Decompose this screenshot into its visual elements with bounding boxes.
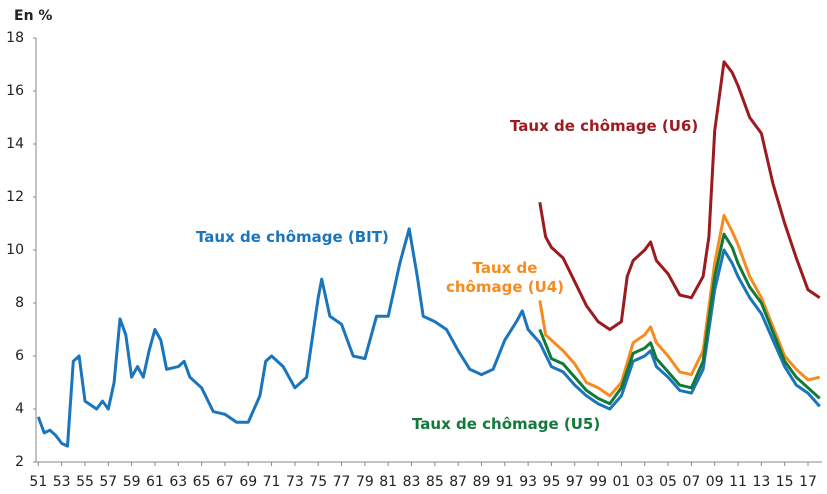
- y-tick-label: 8: [15, 295, 24, 311]
- y-tick-label: 10: [6, 242, 24, 258]
- y-tick-label: 2: [15, 454, 24, 470]
- y-tick-label: 18: [6, 30, 24, 46]
- x-tick-label: 53: [53, 474, 71, 490]
- x-tick-label: 67: [216, 474, 234, 490]
- x-tick-label: 87: [449, 474, 467, 490]
- y-tick-label: 12: [6, 189, 24, 205]
- x-tick-label: 79: [356, 474, 374, 490]
- x-tick-label: 51: [29, 474, 47, 490]
- x-tick-label: 99: [589, 474, 607, 490]
- x-tick-label: 03: [636, 474, 654, 490]
- y-tick-label: 16: [6, 83, 24, 99]
- x-tick-label: 85: [426, 474, 444, 490]
- x-tick-label: 61: [146, 474, 164, 490]
- series-label: Taux de chômage (U5): [412, 415, 601, 433]
- x-tick-label: 71: [263, 474, 281, 490]
- x-tick-label: 13: [752, 474, 770, 490]
- x-tick-label: 95: [543, 474, 561, 490]
- x-tick-label: 15: [776, 474, 794, 490]
- x-tick-label: 55: [76, 474, 94, 490]
- y-tick-label: 4: [15, 401, 24, 417]
- x-tick-label: 09: [706, 474, 724, 490]
- x-tick-label: 89: [473, 474, 491, 490]
- x-tick-label: 75: [309, 474, 327, 490]
- x-tick-label: 93: [519, 474, 537, 490]
- x-tick-label: 63: [169, 474, 187, 490]
- y-axis-label: En %: [14, 8, 52, 24]
- x-tick-label: 57: [99, 474, 117, 490]
- series-label: Taux de chômage (BIT): [196, 228, 389, 246]
- x-tick-label: 81: [379, 474, 397, 490]
- x-tick-label: 07: [682, 474, 700, 490]
- x-tick-label: 77: [333, 474, 351, 490]
- series-line: [538, 214, 821, 398]
- x-tick-label: 97: [566, 474, 584, 490]
- x-tick-label: 59: [123, 474, 141, 490]
- x-tick-label: 69: [239, 474, 257, 490]
- x-tick-label: 91: [496, 474, 514, 490]
- x-tick-label: 01: [613, 474, 631, 490]
- series-line: [36, 227, 821, 448]
- series-label: Taux de chômage (U6): [510, 117, 699, 135]
- series-line: [538, 232, 821, 406]
- y-tick-label: 14: [6, 136, 24, 152]
- x-tick-label: 17: [799, 474, 817, 490]
- x-tick-label: 83: [403, 474, 421, 490]
- x-tick-label: 65: [193, 474, 211, 490]
- series-label: Taux de chômage (U4): [445, 259, 565, 296]
- y-tick-label: 6: [15, 348, 24, 364]
- series-line: [538, 60, 821, 331]
- x-tick-label: 73: [286, 474, 304, 490]
- x-tick-label: 11: [729, 474, 747, 490]
- x-tick-label: 05: [659, 474, 677, 490]
